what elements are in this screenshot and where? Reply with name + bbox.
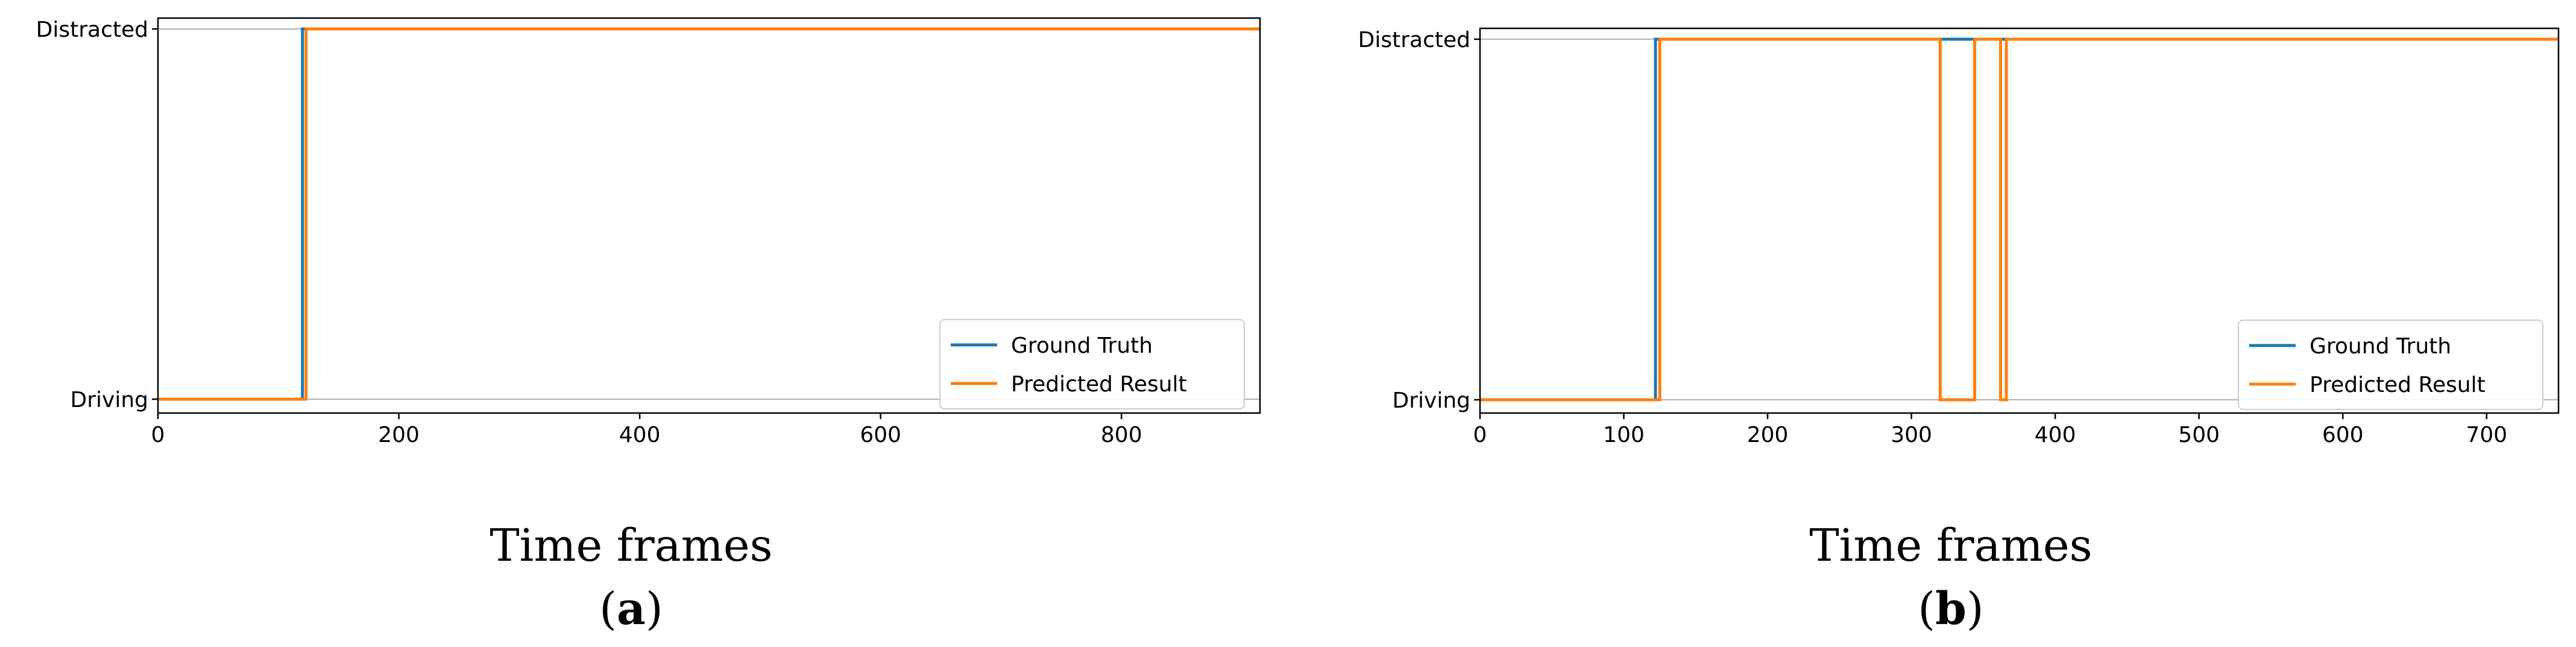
legend-box bbox=[939, 319, 1245, 409]
x-tick-label: 500 bbox=[2178, 423, 2220, 447]
x-tick-label: 300 bbox=[1891, 423, 1932, 447]
x-tick-label: 400 bbox=[619, 423, 661, 447]
x-axis-title: Time frames bbox=[490, 520, 772, 572]
x-axis-title: Time frames bbox=[1809, 520, 2092, 572]
chart-panel-b: Driving Distracted 0 100 200 300 400 500 600 700 G… bbox=[1358, 27, 2560, 635]
legend-label: Ground Truth bbox=[2310, 334, 2451, 359]
legend-label: Ground Truth bbox=[1011, 333, 1153, 358]
x-tick-label: 400 bbox=[2035, 423, 2076, 447]
y-tick-label-driving: Driving bbox=[1393, 388, 1471, 413]
legend-box bbox=[2238, 320, 2543, 410]
x-tick-label: 100 bbox=[1603, 423, 1645, 447]
series-line-predicted-result bbox=[1480, 37, 2559, 402]
axes-frame bbox=[157, 17, 1261, 414]
legend-label: Predicted Result bbox=[2310, 373, 2486, 397]
x-tick-label: 0 bbox=[151, 423, 165, 447]
series-line-predicted-result bbox=[158, 27, 1260, 401]
axes-frame bbox=[1479, 27, 2560, 414]
legend-label: Predicted Result bbox=[1011, 372, 1187, 397]
panel-label: (a) bbox=[599, 583, 663, 635]
y-tick-label-distracted: Distracted bbox=[1358, 28, 1470, 52]
x-tick-label: 200 bbox=[1747, 423, 1789, 447]
y-tick-label-driving: Driving bbox=[71, 388, 149, 412]
x-tick-label: 600 bbox=[860, 423, 901, 447]
x-tick-label: 800 bbox=[1101, 423, 1142, 447]
x-tick-label: 700 bbox=[2466, 423, 2507, 447]
y-tick-label-distracted: Distracted bbox=[36, 17, 148, 42]
panel-label: (b) bbox=[1918, 583, 1984, 635]
chart-panel-a: Driving Distracted 0 200 400 600 800 Ground Tru… bbox=[36, 17, 1261, 635]
x-tick-label: 600 bbox=[2322, 423, 2364, 447]
x-tick-label: 0 bbox=[1473, 423, 1487, 447]
x-tick-label: 200 bbox=[378, 423, 420, 447]
